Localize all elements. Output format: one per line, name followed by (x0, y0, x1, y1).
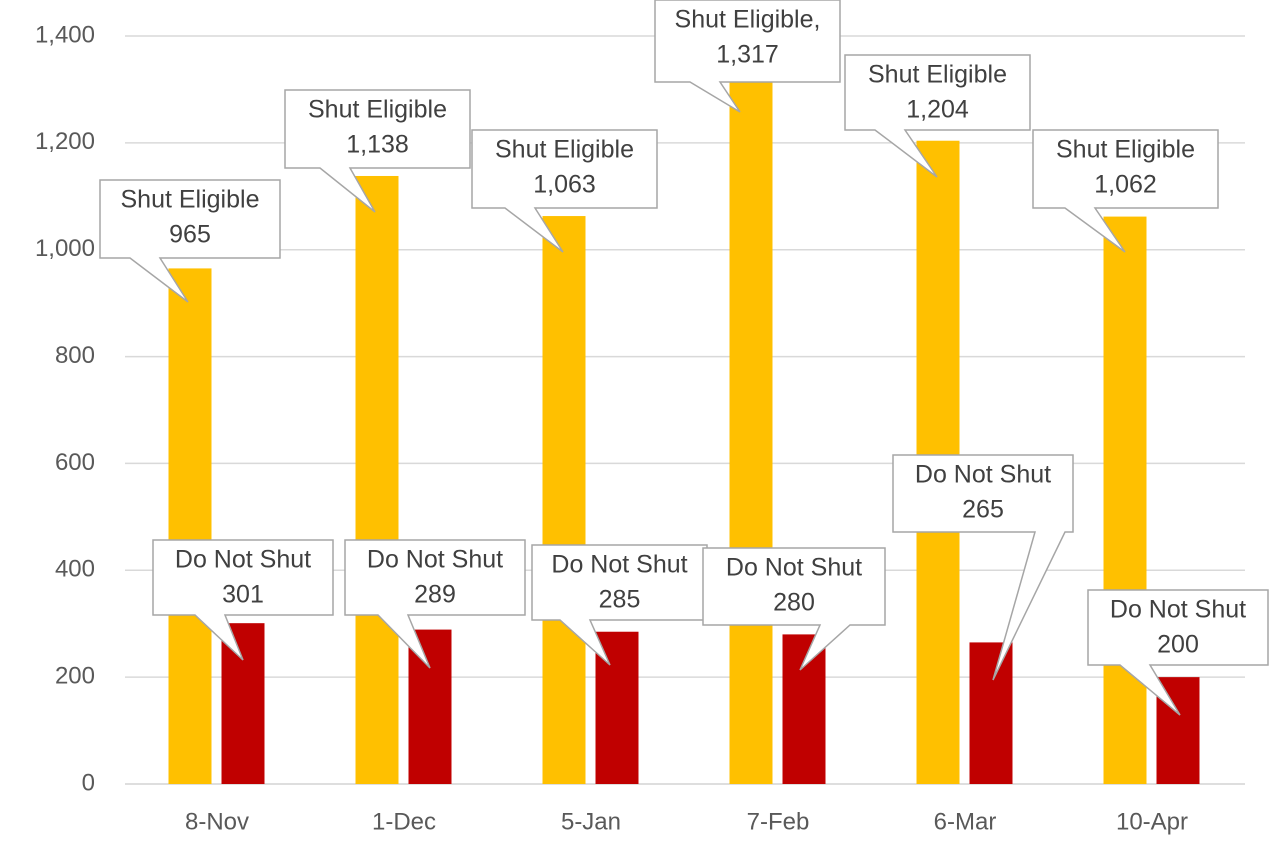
data-label: 301 (222, 581, 264, 609)
bar (729, 80, 773, 785)
callout (471, 129, 658, 253)
y-tick-label: 1,400 (35, 21, 95, 48)
data-label: Do Not Shut (726, 554, 862, 582)
bar (1103, 216, 1147, 785)
callout (654, 0, 841, 113)
data-label: Do Not Shut (915, 461, 1051, 489)
data-label: 1,138 (346, 131, 409, 159)
data-label: Shut Eligible (495, 136, 634, 164)
bar (969, 642, 1013, 784)
data-label: 1,063 (533, 171, 596, 199)
callout (892, 454, 1074, 681)
data-label: Do Not Shut (1110, 596, 1246, 624)
callout (1087, 589, 1269, 716)
x-tick-label: 7-Feb (747, 808, 810, 835)
bar (782, 634, 826, 784)
x-tick-label: 10-Apr (1116, 808, 1188, 835)
callout (844, 54, 1031, 178)
data-label: Do Not Shut (175, 546, 311, 574)
y-tick-label: 1,000 (35, 235, 95, 262)
data-label: Shut Eligible (868, 61, 1007, 89)
data-label: 1,062 (1094, 171, 1157, 199)
data-label: 285 (599, 586, 641, 614)
data-label: 1,317 (716, 41, 779, 69)
callout (344, 539, 526, 669)
data-label: Do Not Shut (367, 546, 503, 574)
data-label: 265 (962, 496, 1004, 524)
callout (284, 89, 471, 213)
data-label: Shut Eligible (121, 186, 260, 214)
data-label: Do Not Shut (551, 551, 687, 579)
y-tick-label: 600 (55, 449, 95, 476)
callout (99, 179, 281, 303)
callout (702, 547, 886, 671)
data-label: 289 (414, 581, 456, 609)
data-label: 1,204 (906, 96, 969, 124)
data-label: 965 (169, 221, 211, 249)
x-tick-label: 5-Jan (561, 808, 621, 835)
callout (152, 539, 334, 661)
x-tick-label: 8-Nov (185, 808, 249, 835)
y-tick-label: 200 (55, 662, 95, 689)
y-tick-label: 1,200 (35, 128, 95, 155)
x-tick-label: 1-Dec (372, 808, 436, 835)
bar (168, 268, 212, 784)
bar (355, 175, 399, 785)
y-tick-label: 800 (55, 342, 95, 369)
data-label: 200 (1157, 631, 1199, 659)
bar (408, 629, 452, 784)
data-label: 280 (773, 589, 815, 617)
x-tick-label: 6-Mar (934, 808, 997, 835)
y-tick-label: 0 (82, 769, 95, 796)
data-label: Shut Eligible (1056, 136, 1195, 164)
data-label: Shut Eligible (308, 96, 447, 124)
bar (221, 623, 265, 784)
data-label: Shut Eligible, (675, 6, 821, 34)
y-tick-label: 400 (55, 556, 95, 583)
bar (542, 216, 586, 784)
callout (1032, 129, 1219, 253)
